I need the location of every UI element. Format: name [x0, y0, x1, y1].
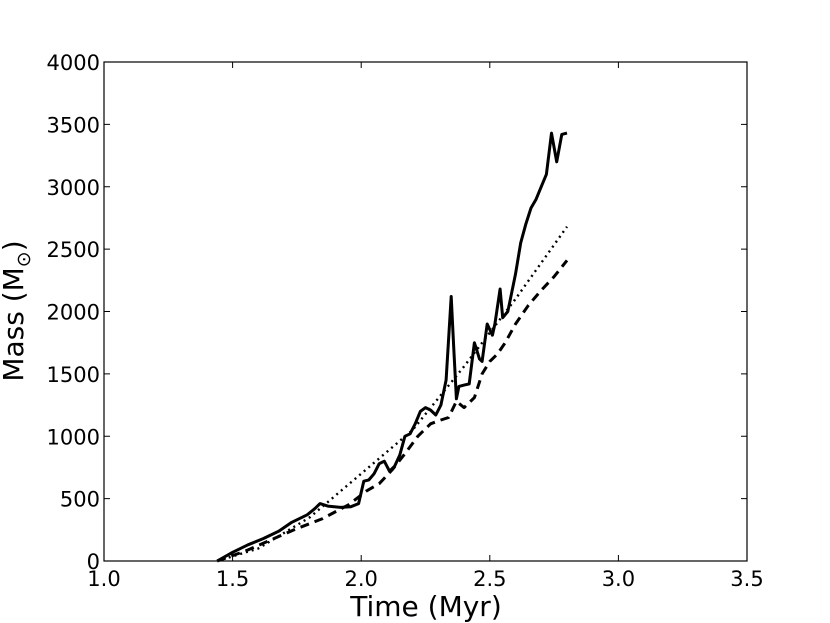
x-tick-label: 3.5	[730, 567, 763, 591]
y-axis-label-close: )	[0, 240, 30, 251]
plot-area-frame	[103, 61, 748, 562]
x-tick-label: 2.0	[344, 567, 377, 591]
y-tick-label: 500	[60, 488, 100, 512]
x-axis-label: Time (Myr)	[349, 590, 502, 623]
x-tick-label: 2.5	[473, 567, 506, 591]
y-tick-label: 3500	[47, 113, 100, 137]
y-tick-label: 4000	[47, 51, 100, 75]
y-tick-labels: 0 500 1000 1500 2000 2500 3000 3500 4000	[47, 51, 100, 574]
y-axis-label-main: Mass (M	[0, 267, 30, 381]
axis-ticks	[103, 61, 748, 562]
plot-lines	[216, 131, 569, 563]
y-axis-label-subscript: ⊙	[13, 251, 35, 267]
x-tick-label: 1.5	[216, 567, 249, 591]
y-tick-label: 2000	[47, 301, 100, 325]
y-tick-label: 3000	[47, 176, 100, 200]
series-line-dotted	[216, 226, 568, 563]
x-tick-label: 3.0	[602, 567, 635, 591]
series-line-dashed	[216, 259, 569, 563]
x-tick-labels: 1.0 1.5 2.0 2.5 3.0 3.5	[87, 567, 763, 591]
series-line-solid	[216, 131, 568, 563]
y-tick-label: 2500	[47, 238, 100, 262]
y-axis-label: Mass (M⊙)	[0, 240, 35, 381]
y-tick-label: 1000	[47, 425, 100, 449]
y-tick-label: 1500	[47, 363, 100, 387]
x-tick-label: 1.0	[87, 567, 120, 591]
y-tick-label: 0	[87, 550, 100, 574]
